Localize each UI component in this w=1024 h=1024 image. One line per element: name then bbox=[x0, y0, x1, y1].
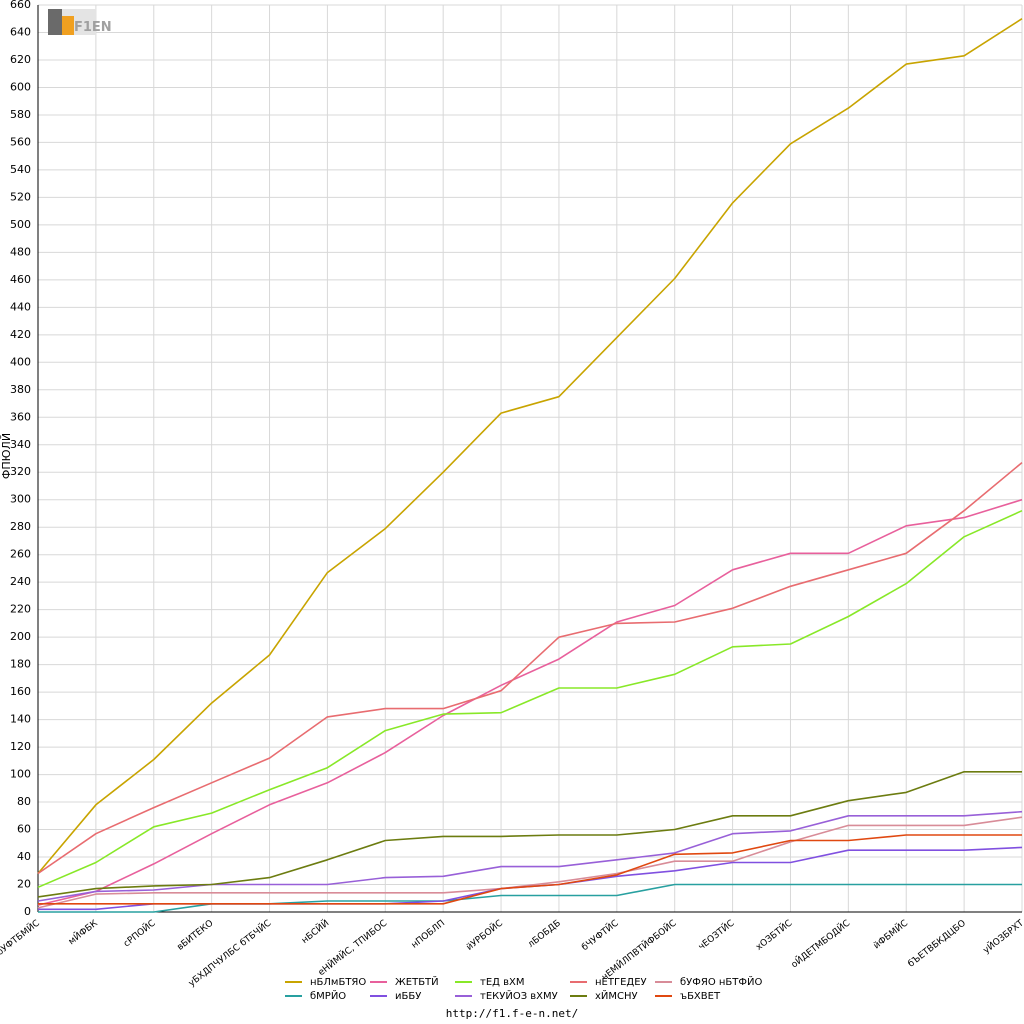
y-tick-label: 140 bbox=[10, 713, 31, 726]
y-tick-label: 60 bbox=[17, 823, 31, 836]
y-tick-label: 220 bbox=[10, 603, 31, 616]
y-tick-label: 0 bbox=[24, 905, 31, 918]
legend-label: ъБХВЕТ bbox=[680, 991, 721, 1002]
x-tick-label: нПОБЛП bbox=[410, 918, 447, 950]
y-axis-label: ФПЮЛЙ bbox=[0, 433, 13, 479]
y-tick-label: 640 bbox=[10, 25, 31, 38]
series-line bbox=[37, 770, 1022, 898]
y-tick-label: 280 bbox=[10, 520, 31, 533]
x-tick-label: чЕОЗТЙС bbox=[696, 917, 737, 953]
y-tick-label: 40 bbox=[17, 850, 31, 863]
y-tick-label: 560 bbox=[10, 135, 31, 148]
series-line bbox=[37, 509, 1023, 889]
logo: F1EN bbox=[48, 9, 112, 35]
legend-label: хЙМСНУ bbox=[595, 989, 638, 1002]
legend-label: ЖЕТБТЙ bbox=[395, 975, 439, 988]
y-tick-label: 520 bbox=[10, 190, 31, 203]
y-tick-label: 120 bbox=[10, 740, 31, 753]
series-line bbox=[37, 18, 1023, 875]
y-tick-label: 440 bbox=[10, 300, 31, 313]
y-axis-ticks: 0 20 40 60 80 100 120 140 160 180 200 220 240 260 280 3… bbox=[10, 0, 31, 918]
x-tick-label: йУРБОЙС bbox=[464, 917, 505, 953]
x-tick-label: сРПОЙС bbox=[121, 917, 158, 949]
legend-label: нБЛмБТЯО bbox=[310, 977, 366, 988]
y-tick-label: 660 bbox=[10, 0, 31, 11]
y-tick-label: 160 bbox=[10, 685, 31, 698]
legend-label: иББУ bbox=[395, 991, 421, 1002]
y-tick-label: 180 bbox=[10, 658, 31, 671]
y-tick-label: 240 bbox=[10, 575, 31, 588]
x-tick-label: мЙФБК bbox=[66, 917, 101, 948]
y-tick-label: 340 bbox=[10, 438, 31, 451]
y-tick-label: 460 bbox=[10, 273, 31, 286]
y-tick-label: 540 bbox=[10, 163, 31, 176]
x-tick-label: уЙОЗБРХТ bbox=[980, 917, 1024, 956]
series-line bbox=[37, 816, 1023, 909]
x-tick-label: бЪЕТВБКДЦБО bbox=[906, 918, 968, 969]
footer-url: http://f1.f-e-n.net/ bbox=[446, 1007, 578, 1020]
axes bbox=[37, 5, 1022, 913]
y-tick-label: 620 bbox=[10, 53, 31, 66]
x-tick-label: лБОБДБ bbox=[526, 918, 562, 950]
y-tick-label: 480 bbox=[10, 245, 31, 258]
legend-label: тЕКУЙОЗ вХМУ bbox=[480, 989, 558, 1002]
x-tick-label: оЙДЕТМБОДЙС bbox=[788, 917, 852, 970]
series-line bbox=[38, 883, 1022, 913]
legend-label: нЕТГЕДЕУ bbox=[595, 977, 647, 988]
x-tick-label: нБСЙЙ bbox=[299, 917, 331, 946]
y-tick-label: 380 bbox=[10, 383, 31, 396]
x-tick-label: йФБМЙС bbox=[871, 917, 910, 951]
y-tick-label: 260 bbox=[10, 548, 31, 561]
y-tick-label: 320 bbox=[10, 465, 31, 478]
y-tick-label: 400 bbox=[10, 355, 31, 368]
legend-label: тЕД вХМ bbox=[480, 977, 525, 988]
series-lines bbox=[37, 18, 1023, 913]
series-line bbox=[38, 834, 1022, 905]
series-line bbox=[37, 461, 1023, 875]
y-tick-label: 100 bbox=[10, 768, 31, 781]
y-tick-label: 20 bbox=[17, 878, 31, 891]
series-line bbox=[37, 498, 1023, 906]
x-tick-label: бУФТБМЙС bbox=[0, 917, 42, 958]
legend-label: бМРЙО bbox=[310, 989, 346, 1002]
y-tick-label: 580 bbox=[10, 108, 31, 121]
y-tick-label: 80 bbox=[17, 795, 31, 808]
y-tick-label: 200 bbox=[10, 630, 31, 643]
legend: нБЛмБТЯО ЖЕТБТЙ тЕД вХМ нЕТГЕДЕУ бУФЯО нБТФЙ… bbox=[285, 975, 762, 1002]
x-tick-label: вБИТЕКО bbox=[176, 918, 216, 952]
x-tick-label: хОЗБТЙС bbox=[753, 917, 794, 953]
legend-label: бУФЯО нБТФЙО bbox=[680, 975, 762, 988]
y-tick-label: 500 bbox=[10, 218, 31, 231]
y-tick-label: 420 bbox=[10, 328, 31, 341]
grid bbox=[37, 4, 1023, 913]
y-tick-label: 300 bbox=[10, 493, 31, 506]
logo-text: F1EN bbox=[74, 20, 112, 35]
y-tick-label: 600 bbox=[10, 80, 31, 93]
y-tick-label: 360 bbox=[10, 410, 31, 423]
x-tick-label: бЧУФТЙС bbox=[579, 917, 621, 953]
